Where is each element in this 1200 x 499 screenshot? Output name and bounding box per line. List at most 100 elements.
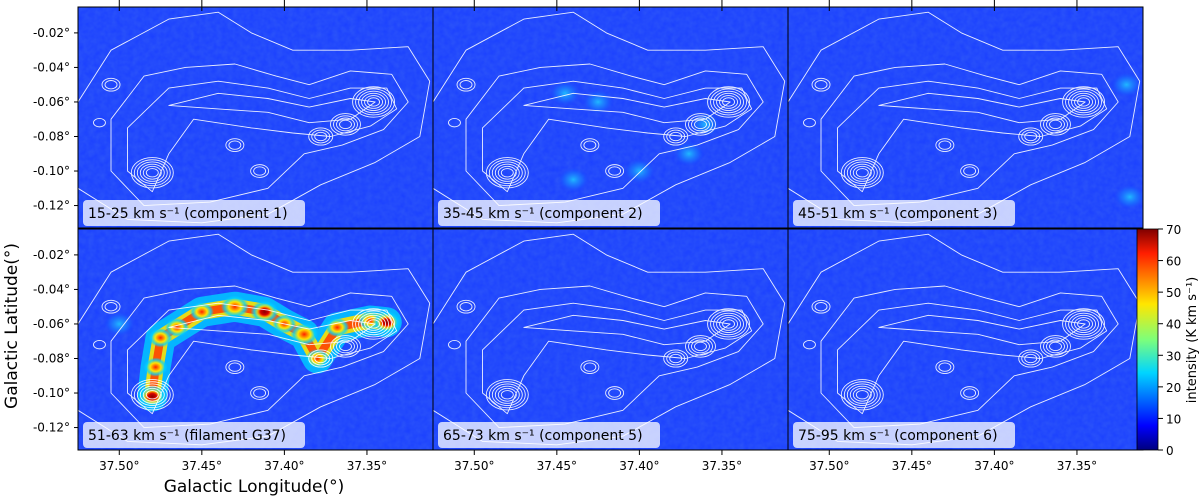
contour-line <box>1068 90 1100 114</box>
contour-line <box>364 317 384 331</box>
contour-line <box>688 337 713 356</box>
y-axis-title: Galactic Latitude(°) <box>2 243 22 409</box>
x-tick-label: 37.45° <box>182 459 222 473</box>
y-tick-label: -0.02° <box>33 248 70 262</box>
contour-line <box>228 362 242 372</box>
colorbar-tick-label: 60 <box>1166 255 1181 269</box>
contour-line <box>688 115 713 134</box>
contour-line <box>1024 131 1038 142</box>
contour-line <box>1065 88 1103 116</box>
contour-line <box>314 353 328 364</box>
panel-label-text: 35-45 km s⁻¹ (component 2) <box>443 206 643 222</box>
x-tick-label: 37.45° <box>892 459 932 473</box>
contour-line <box>314 131 328 142</box>
panel-label-text: 15-25 km s⁻¹ (component 1) <box>88 206 288 222</box>
contour-line <box>811 299 831 314</box>
contour-line <box>685 335 716 358</box>
emission-peak <box>557 166 590 193</box>
contour-line <box>663 349 689 368</box>
contour-line <box>1074 317 1094 331</box>
contour-line <box>707 86 751 118</box>
contour-line <box>713 90 745 114</box>
contour-line <box>494 385 520 404</box>
contour-line <box>456 77 476 92</box>
contour-line <box>168 314 376 346</box>
contour-line <box>710 310 748 338</box>
contour-line <box>130 157 174 189</box>
emission-peak <box>148 328 173 348</box>
contour-line <box>583 140 597 150</box>
contour-line <box>840 379 884 411</box>
contour-line <box>497 387 517 402</box>
contour-line <box>852 165 872 180</box>
contour-line <box>935 138 955 152</box>
contour-line <box>456 299 476 314</box>
contour-line <box>666 351 686 366</box>
contour-line <box>253 166 267 176</box>
contour-line <box>694 341 707 352</box>
panel-label: 15-25 km s⁻¹ (component 1) <box>83 200 305 226</box>
contour-line <box>878 92 1086 124</box>
contour-line <box>448 118 461 128</box>
contour-line <box>1043 337 1068 356</box>
panel-label-text: 51-63 km s⁻¹ (filament G37) <box>88 428 286 444</box>
y-tick-label: -0.08° <box>33 129 70 143</box>
emission-peak <box>290 323 319 346</box>
contour-line <box>358 312 390 336</box>
y-tick-label: -0.06° <box>33 317 70 331</box>
contour-line <box>803 118 816 128</box>
contour-line <box>691 339 710 354</box>
x-tick-label: 37.40° <box>619 459 659 473</box>
contour-line <box>101 299 121 314</box>
contour-line <box>139 163 165 182</box>
contour-line <box>93 340 106 350</box>
contour-line <box>482 302 753 415</box>
contour-line <box>1077 319 1091 329</box>
contour-line <box>330 335 361 358</box>
panel-label-text: 45-51 km s⁻¹ (component 3) <box>798 206 998 222</box>
colorbar-tick-label: 10 <box>1166 412 1181 426</box>
y-tick-label: -0.04° <box>33 282 70 296</box>
emission-peak <box>305 348 330 369</box>
contour-line <box>139 385 165 404</box>
contour-line <box>713 312 745 336</box>
contour-line <box>1062 308 1106 340</box>
contour-line <box>311 351 331 366</box>
contour-line <box>339 119 352 130</box>
contour-line <box>852 387 872 402</box>
contour-line <box>1068 312 1100 336</box>
contour-line <box>663 127 689 146</box>
contour-line <box>361 92 387 112</box>
contour-line <box>938 362 952 372</box>
contour-line <box>364 95 384 109</box>
panel-6 <box>787 228 1144 451</box>
contour-line <box>133 159 171 187</box>
emission-peak <box>1113 184 1143 210</box>
emission-peak <box>103 311 136 337</box>
contour-line <box>843 159 881 187</box>
contour-line <box>308 127 334 146</box>
panel-label: 75-95 km s⁻¹ (component 6) <box>793 422 1015 448</box>
y-tick-label: -0.04° <box>33 60 70 74</box>
panel-label-text: 75-95 km s⁻¹ (component 6) <box>798 428 998 444</box>
contour-line <box>1062 86 1106 118</box>
contour-line <box>367 319 381 329</box>
contour-line <box>250 386 270 400</box>
x-tick-label: 37.50° <box>454 459 494 473</box>
contour-line <box>352 86 396 118</box>
y-tick-label: -0.08° <box>33 351 70 365</box>
contour-line <box>719 317 739 331</box>
contour-line <box>710 88 748 116</box>
contour-line <box>361 314 387 334</box>
panel-label: 45-51 km s⁻¹ (component 3) <box>793 200 1015 226</box>
emission-peak <box>549 80 582 107</box>
contour-line <box>846 161 878 184</box>
contour-line <box>491 383 523 407</box>
contour-set <box>788 11 1141 224</box>
contour-line <box>605 386 625 400</box>
contour-line <box>960 164 980 178</box>
colorbar-tick-label: 0 <box>1166 444 1174 458</box>
contour-line <box>666 129 686 144</box>
contour-line <box>605 164 625 178</box>
